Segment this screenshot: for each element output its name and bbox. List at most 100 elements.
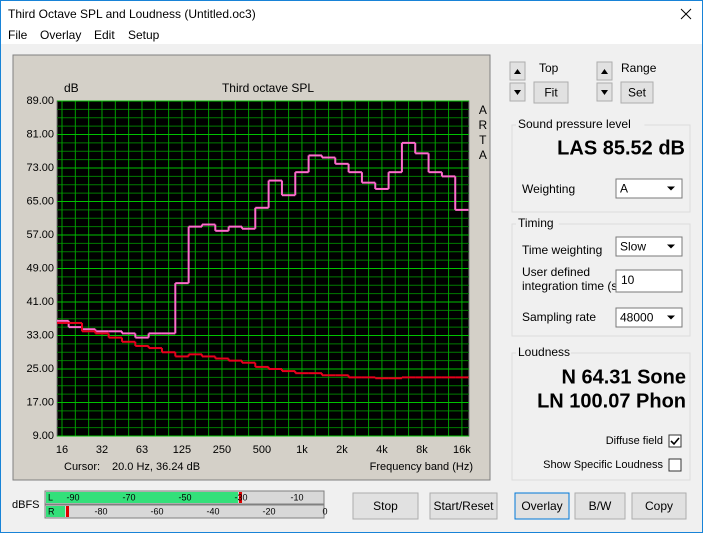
button[interactable] bbox=[429, 492, 498, 520]
weighting-label: Weighting bbox=[522, 182, 575, 196]
arrow-icon bbox=[601, 69, 608, 74]
button[interactable] bbox=[631, 492, 687, 520]
y-tick-label: 57.00 bbox=[26, 229, 54, 241]
x-tick-label: 500 bbox=[253, 444, 271, 456]
group-title-bg bbox=[516, 218, 559, 230]
group-title: Sound pressure level bbox=[518, 117, 631, 131]
button-label[interactable]: B/W bbox=[589, 499, 612, 513]
select-value[interactable]: Slow bbox=[620, 240, 646, 254]
arrow-icon bbox=[667, 315, 675, 320]
y-tick-label: 17.00 bbox=[26, 396, 54, 408]
time-weighting-label: Time weighting bbox=[522, 243, 602, 257]
integration-label: User defined bbox=[522, 265, 590, 279]
meter-label: dBFS bbox=[12, 499, 40, 511]
button[interactable] bbox=[352, 492, 419, 520]
arrow-icon bbox=[514, 69, 521, 74]
button-label[interactable]: Fit bbox=[544, 86, 558, 100]
y-tick-label: 49.00 bbox=[26, 262, 54, 274]
meter-scale-label: -10 bbox=[290, 492, 303, 502]
x-tick-label: 16 bbox=[56, 444, 68, 456]
y-tick-label: 25.00 bbox=[26, 363, 54, 375]
check-mark bbox=[670, 437, 680, 446]
channel-label: L bbox=[48, 492, 53, 502]
menu-item[interactable]: Setup bbox=[128, 28, 160, 42]
button[interactable] bbox=[533, 81, 569, 104]
spl-reading: LAS 85.52 dB bbox=[557, 137, 685, 159]
checkbox-label: Diffuse field bbox=[606, 435, 663, 447]
meter-scale-label: -80 bbox=[94, 506, 107, 516]
select-value[interactable]: 48000 bbox=[620, 311, 654, 325]
window-title: Third Octave SPL and Loudness (Untitled.… bbox=[8, 7, 256, 21]
sone-reading: N 64.31 Sone bbox=[561, 366, 686, 388]
select[interactable] bbox=[615, 236, 683, 257]
integration-value[interactable]: 10 bbox=[621, 273, 635, 287]
meter-scale-label: -50 bbox=[178, 492, 191, 502]
x-tick-label: 4k bbox=[376, 444, 388, 456]
checkbox[interactable] bbox=[668, 458, 682, 472]
group-box bbox=[511, 352, 691, 481]
meter-level bbox=[46, 506, 65, 517]
button-label[interactable]: Start/Reset bbox=[433, 499, 494, 513]
select[interactable] bbox=[615, 178, 683, 199]
meter-scale-label: -90 bbox=[66, 492, 79, 502]
y-axis-label: dB bbox=[64, 81, 79, 95]
meter-peak bbox=[66, 506, 69, 517]
meter-level bbox=[46, 492, 238, 503]
x-tick-label: 63 bbox=[136, 444, 148, 456]
sampling-label: Sampling rate bbox=[522, 310, 596, 324]
y-tick-label: 65.00 bbox=[26, 195, 54, 207]
arrow-icon bbox=[667, 186, 675, 191]
arrow-icon bbox=[514, 90, 521, 95]
meter-scale-label: -70 bbox=[122, 492, 135, 502]
phon-reading: LN 100.07 Phon bbox=[537, 390, 686, 412]
meter-scale-label: -30 bbox=[234, 492, 247, 502]
group-title: Loudness bbox=[518, 345, 570, 359]
button-label[interactable]: Set bbox=[628, 86, 647, 100]
x-tick-label: 32 bbox=[96, 444, 108, 456]
meter-scale-label: -60 bbox=[150, 506, 163, 516]
text-input[interactable] bbox=[615, 269, 683, 293]
button-label[interactable]: Stop bbox=[373, 499, 398, 513]
menu-item[interactable]: Edit bbox=[94, 28, 115, 42]
y-tick-label: 81.00 bbox=[26, 128, 54, 140]
menu-item[interactable]: File bbox=[8, 28, 28, 42]
x-tick-label: 250 bbox=[213, 444, 231, 456]
meter-peak bbox=[239, 492, 242, 503]
cursor-label: Cursor: bbox=[64, 461, 100, 473]
select-value[interactable]: A bbox=[620, 182, 628, 196]
arrow-icon bbox=[667, 244, 675, 249]
checkbox[interactable] bbox=[668, 434, 682, 448]
x-axis-label: Frequency band (Hz) bbox=[370, 461, 473, 473]
group-box bbox=[511, 223, 691, 337]
menu-item[interactable]: Overlay bbox=[40, 28, 81, 42]
range-label: Range bbox=[621, 61, 657, 75]
button-label[interactable]: Copy bbox=[645, 499, 673, 513]
x-tick-label: 16k bbox=[453, 444, 471, 456]
arrow-icon bbox=[601, 90, 608, 95]
button[interactable] bbox=[620, 81, 654, 104]
top-label: Top bbox=[539, 61, 559, 75]
y-tick-label: 33.00 bbox=[26, 329, 54, 341]
y-tick-label: 73.00 bbox=[26, 162, 54, 174]
meter-track bbox=[44, 504, 325, 519]
button-label[interactable]: Overlay bbox=[521, 499, 562, 513]
y-tick-label: 89.00 bbox=[26, 95, 54, 107]
close-icon bbox=[680, 8, 692, 20]
y-tick-label: 41.00 bbox=[26, 296, 54, 308]
x-tick-label: 8k bbox=[416, 444, 428, 456]
x-tick-label: 2k bbox=[336, 444, 348, 456]
side-label: ARTA bbox=[476, 103, 490, 163]
x-tick-label: 125 bbox=[173, 444, 191, 456]
channel-label: R bbox=[48, 506, 55, 516]
menu-bar bbox=[1, 30, 702, 44]
button[interactable] bbox=[574, 492, 626, 520]
group-title-bg bbox=[516, 347, 571, 359]
x-tick-label: 1k bbox=[296, 444, 308, 456]
integration-label: integration time (s) bbox=[522, 279, 621, 293]
group-title-bg bbox=[516, 119, 645, 131]
y-tick-label: 9.00 bbox=[33, 430, 54, 442]
button[interactable] bbox=[514, 492, 570, 520]
checkbox-label: Show Specific Loudness bbox=[543, 459, 663, 471]
meter-scale-label: -20 bbox=[262, 506, 275, 516]
select[interactable] bbox=[615, 307, 683, 328]
